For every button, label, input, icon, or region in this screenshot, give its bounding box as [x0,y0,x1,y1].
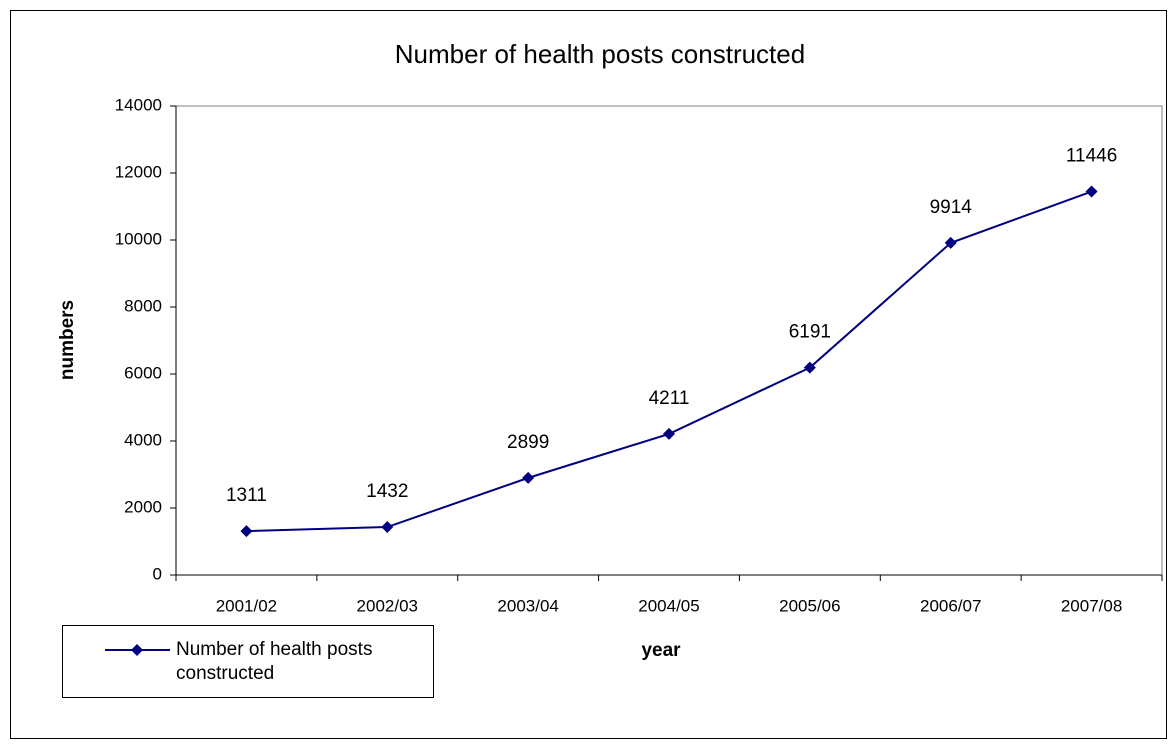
legend-entry: Number of health posts constructed [176,639,373,684]
x-tick-label: 2004/05 [638,596,699,615]
data-label: 11446 [1066,146,1117,167]
x-tick-label: 2003/04 [497,596,558,615]
legend-label: Number of health posts constructed [176,639,373,684]
y-tick-label: 0 [153,564,162,583]
marker [944,236,957,249]
x-axis-label: year [641,640,681,661]
y-tick-label: 10000 [115,229,162,248]
legend-box [62,625,434,698]
marker [522,471,535,484]
x-tick-label: 2001/02 [216,596,277,615]
data-label: 1432 [366,481,408,502]
marker [803,361,816,374]
x-tick-label: 2007/08 [1061,596,1122,615]
y-axis-label: numbers [57,300,78,380]
data-label: 2899 [507,432,549,453]
y-tick-label: 6000 [124,363,162,382]
data-label: 9914 [930,197,973,218]
legend-marker [131,644,143,656]
marker [381,521,394,534]
marker [240,525,253,538]
y-tick-label: 14000 [115,95,162,114]
y-tick-label: 12000 [115,162,162,181]
chart-title: Number of health posts constructed [395,39,805,69]
marker [663,427,675,440]
x-tick-label: 2005/06 [779,596,840,615]
y-tick-label: 2000 [124,497,162,516]
data-label: 6191 [789,322,831,343]
y-tick-label: 8000 [124,296,162,315]
x-tick-label: 2006/07 [920,596,981,615]
data-label: 1311 [226,485,267,506]
y-tick-label: 4000 [124,430,162,449]
chart-border [10,10,1167,739]
data-label: 4211 [649,388,690,409]
x-tick-label: 2002/03 [357,596,418,615]
marker [1085,185,1098,198]
